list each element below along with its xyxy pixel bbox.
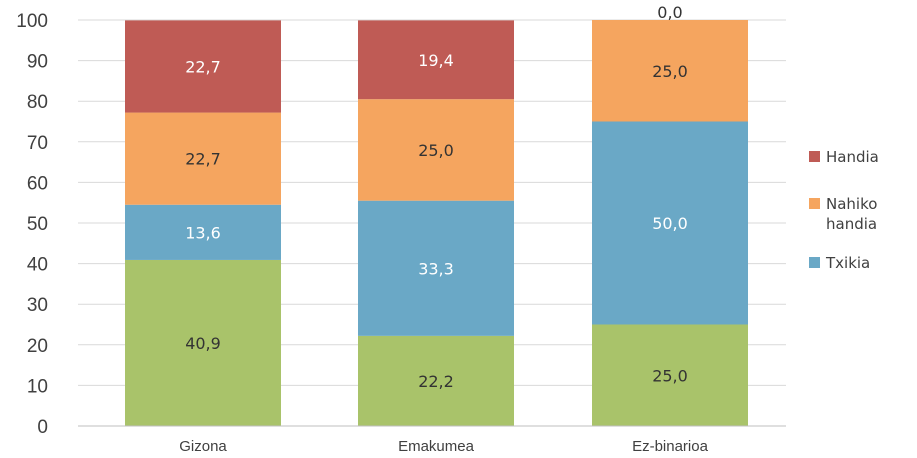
bar-segment-green	[125, 259, 281, 426]
legend-label: Nahiko handia	[826, 195, 877, 233]
data-label: 19,4	[418, 51, 454, 70]
y-tick-label: 60	[27, 173, 48, 194]
data-label: 40,9	[185, 334, 221, 353]
data-labels: 40,9 13,6 22,7 22,7 22,2 33,3 25,0 19,4 25,0 50,0…	[185, 3, 688, 391]
y-tick-label: 70	[27, 133, 48, 154]
bar-segment-orange	[592, 20, 748, 122]
legend-label: Handia	[826, 148, 879, 166]
y-tick-label: 100	[16, 11, 48, 32]
data-label: 25,0	[418, 141, 454, 160]
bar-segment-blue	[358, 200, 514, 336]
bar-segment-orange	[358, 99, 514, 201]
y-tick-label: 50	[27, 214, 48, 235]
y-tick-label: 40	[27, 255, 48, 276]
y-tick-label: 80	[27, 92, 48, 113]
bar-segment-red	[125, 20, 281, 113]
bars	[125, 20, 748, 426]
legend-swatch-orange	[809, 198, 820, 209]
y-tick-label: 90	[27, 52, 48, 73]
data-label: 22,2	[418, 372, 454, 391]
x-tick-label: Emakumea	[398, 438, 475, 455]
y-tick-label: 30	[27, 295, 48, 316]
x-axis: Gizona Emakumea Ez-binarioa	[78, 425, 786, 455]
y-tick-label: 10	[27, 376, 48, 397]
bar-segment-green	[358, 335, 514, 426]
data-label: 0,0	[657, 3, 682, 22]
data-label: 25,0	[652, 62, 688, 81]
data-label: 25,0	[652, 366, 688, 385]
x-tick-label: Ez-binarioa	[632, 438, 709, 455]
data-label: 33,3	[418, 259, 454, 278]
y-tick-label: 20	[27, 336, 48, 357]
bar-segment-blue	[592, 121, 748, 325]
legend-label: Txikia	[825, 254, 870, 272]
y-axis: 0 10 20 30 40 50 60 70 80 90 100	[16, 11, 48, 438]
bar-segment-blue	[125, 204, 281, 260]
legend-swatch-blue	[809, 257, 820, 268]
data-label: 13,6	[185, 223, 221, 242]
bar-segment-green	[592, 324, 748, 426]
data-label: 22,7	[185, 57, 221, 76]
data-label: 22,7	[185, 150, 221, 169]
legend: Handia Nahiko handia Txikia	[809, 148, 879, 272]
legend-swatch-red	[809, 151, 820, 162]
data-label: 50,0	[652, 214, 688, 233]
bar-segment-orange	[125, 112, 281, 205]
bar-segment-red	[358, 20, 514, 100]
y-tick-label: 0	[37, 417, 48, 438]
x-tick-label: Gizona	[179, 438, 227, 455]
